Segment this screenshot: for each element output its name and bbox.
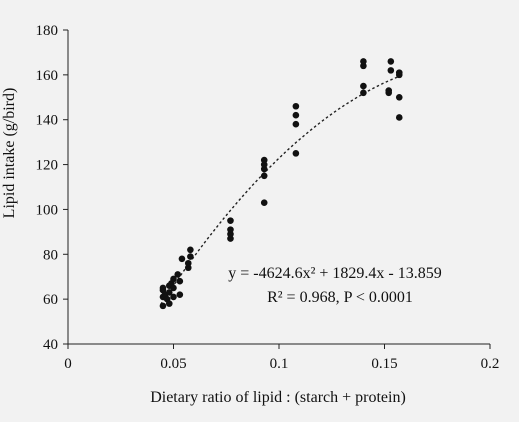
data-point	[387, 58, 395, 65]
y-tick-label: 40	[43, 337, 58, 353]
data-point	[227, 226, 234, 233]
data-points	[159, 58, 403, 310]
data-point	[260, 172, 268, 180]
data-point	[176, 277, 184, 285]
data-point	[184, 259, 192, 267]
data-point	[165, 289, 173, 296]
x-tick-label: 0.15	[371, 356, 397, 372]
data-point	[360, 58, 367, 65]
x-tick-label: 0.2	[481, 356, 500, 372]
data-point	[360, 82, 367, 90]
y-axis-title: Lipid intake (g/bird)	[1, 88, 18, 219]
data-point	[170, 293, 177, 301]
data-point	[174, 271, 182, 278]
data-point	[178, 255, 186, 263]
y-tick-label: 60	[43, 292, 58, 308]
data-point	[260, 156, 268, 164]
tick-labels: 40 60 80 100 120 140 160 180 0 0.05 0.1 0.15 0.2	[36, 23, 500, 372]
data-point	[395, 93, 403, 101]
data-point	[292, 150, 300, 157]
data-point	[170, 284, 177, 292]
data-point	[187, 246, 194, 254]
data-point	[170, 275, 177, 283]
y-tick-label: 140	[36, 113, 59, 129]
data-point	[176, 291, 184, 298]
y-tick-label: 100	[36, 202, 59, 218]
data-point	[159, 302, 167, 310]
data-point	[165, 300, 173, 307]
y-tick-label: 160	[36, 68, 59, 84]
y-tick-label: 80	[43, 247, 58, 263]
data-point	[395, 114, 403, 121]
data-point	[159, 284, 167, 292]
x-tick-label: 0	[64, 356, 72, 372]
data-point	[395, 69, 403, 76]
data-point	[387, 67, 395, 74]
data-point	[292, 111, 300, 119]
data-point	[360, 89, 367, 97]
y-tick-label: 180	[36, 23, 59, 39]
axes	[63, 29, 491, 349]
data-point	[227, 217, 234, 224]
equation-label: y = -4624.6x² + 1829.4x - 13.859	[228, 265, 442, 282]
r-squared-label: R² = 0.968, P < 0.0001	[267, 289, 413, 306]
x-tick-label: 0.05	[160, 356, 186, 372]
data-point	[187, 253, 194, 260]
data-point	[260, 199, 268, 206]
data-point	[292, 120, 300, 128]
data-point	[385, 87, 393, 94]
y-tick-label: 120	[36, 158, 59, 174]
data-point	[292, 102, 300, 110]
x-axis-title: Dietary ratio of lipid : (starch + prote…	[150, 389, 406, 406]
x-tick-label: 0.1	[270, 356, 289, 372]
